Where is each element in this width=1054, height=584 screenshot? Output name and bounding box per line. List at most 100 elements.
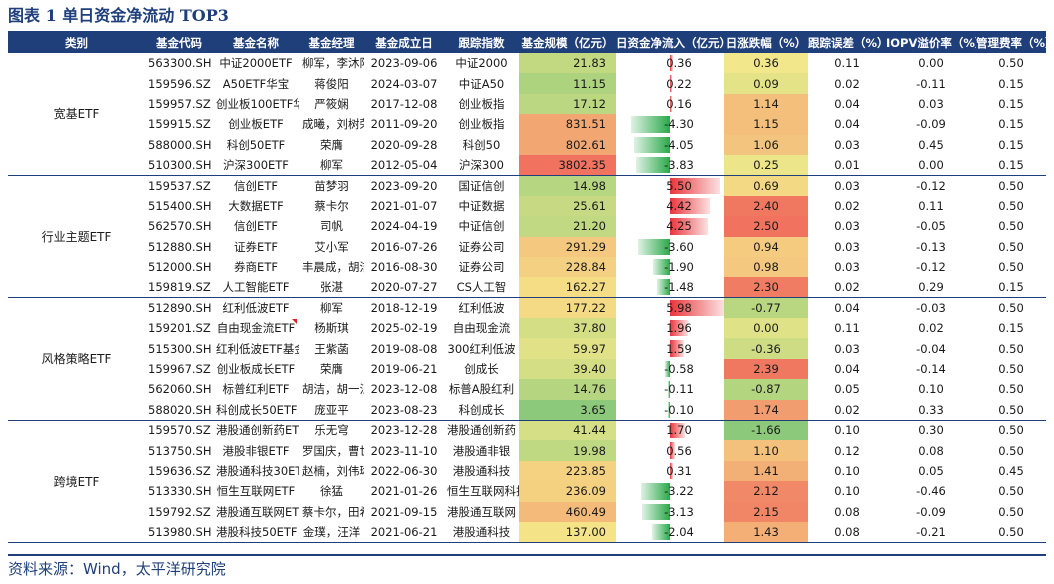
table-row: 风格策略ETF 512890.SH 红利低波ETF 柳军 2018-12-19 红利低波 1… (8, 297, 1046, 421)
column-header: 管理费率（%） (976, 33, 1046, 53)
inception-date-cell: 2024-04-19 (370, 219, 438, 234)
net-inflow-cell: 5.98 (616, 298, 724, 318)
fund-name-cell: 证券ETF (234, 239, 278, 254)
table-row: 行业主题ETF 159537.SZ 信创ETF 苗梦羽 2023-09-20 国证信创 14… (8, 175, 1046, 299)
fund-code-cell: 515300.SH (148, 341, 212, 356)
fund-size-cell: 162.27 (519, 277, 616, 299)
inflow-bar (667, 401, 670, 418)
net-inflow-cell: 0.36 (616, 53, 724, 73)
column-header: 类别 (8, 33, 145, 53)
inception-date-cell: 2021-09-15 (370, 504, 438, 519)
daily-change-cell: 1.15 (724, 114, 808, 135)
fund-code-cell: 588020.SH (145, 399, 213, 421)
inflow-bar (670, 177, 720, 194)
tracking-error-cell: 0.03 (834, 260, 860, 275)
net-inflow-cell: -0.11 (616, 379, 724, 399)
fund-name-cell: 港股科技50ETF (213, 521, 299, 543)
management-fee-cell: 0.50 (998, 239, 1024, 254)
column-header: 基金规模（亿元） (519, 33, 616, 53)
daily-change-cell: 0.09 (724, 73, 808, 94)
inflow-bar (656, 279, 670, 296)
fund-code-cell: 159792.SZ (148, 504, 211, 519)
iopv-premium-cell: 0.30 (918, 423, 944, 438)
fund-code-cell: 512890.SH (148, 301, 212, 316)
daily-change-cell: 1.06 (724, 134, 808, 155)
inflow-bar (664, 360, 670, 378)
management-fee-cell: 0.50 (998, 301, 1024, 316)
net-inflow-cell: -4.30 (616, 114, 724, 134)
column-header: IOPV溢价率（%） (886, 33, 976, 53)
daily-change-cell: 2.50 (724, 216, 808, 237)
daily-change-cell: -1.66 (724, 420, 808, 441)
tracking-error-cell: 0.03 (834, 239, 860, 254)
fund-size-cell: 3.65 (519, 399, 616, 421)
inflow-bar (641, 503, 670, 520)
fund-name-cell: 大数据ETF (228, 198, 284, 213)
manager-cell: 金璞，汪洋 (299, 521, 364, 543)
iopv-premium-cell: -0.14 (916, 362, 946, 377)
inflow-bar (652, 258, 670, 276)
tracking-index-cell: 港股通创新药 (447, 423, 516, 438)
iopv-premium-cell: 0.10 (918, 382, 944, 397)
inflow-bar (670, 75, 673, 92)
table-row: 159636.SZ 港股通科技30ETF赵楠，刘伟琳 2022-06-30 港股通科技… (8, 460, 1046, 482)
daily-change-cell: 1.14 (724, 93, 808, 115)
management-fee-cell: 0.15 (976, 277, 1046, 299)
category-cell: 跨境ETF (8, 420, 145, 543)
bottom-rule (8, 554, 1046, 556)
net-inflow-cell: 5.50 (616, 175, 724, 195)
net-inflow-cell: 0.16 (616, 94, 724, 114)
tracking-index-cell: 港股通科技 (444, 521, 519, 543)
management-fee-cell: 0.45 (998, 464, 1024, 478)
net-inflow-cell: 1.59 (616, 338, 724, 358)
inflow-bar (670, 197, 710, 215)
manager-cell: 庞亚平 (299, 399, 364, 421)
manager-cell: 蒋俊阳 (314, 76, 349, 91)
table-row: 588000.SH 科创50ETF 荣膺 2020-09-28 科创50 802.61 -4… (8, 134, 1046, 155)
fund-size-cell: 41.44 (519, 420, 616, 441)
inflow-value: -4.30 (664, 117, 694, 132)
header-row: 类别 基金代码 基金名称 基金经理 基金成立日 跟踪指数 基金规模（亿元） 日资金净流入（亿元… (8, 33, 1046, 53)
table-row: 513980.SH 港股科技50ETF 金璞，汪洋 2021-06-21 港股通科技 13… (8, 521, 1046, 543)
net-inflow-cell: -0.58 (616, 359, 724, 379)
daily-change-cell: 2.15 (724, 501, 808, 522)
fund-code-cell: 159636.SZ (148, 464, 211, 478)
fund-name-cell: 红利低波ETF基金 (216, 341, 299, 356)
tracking-error-cell: 0.03 (834, 137, 860, 152)
table-row: 562060.SH 标普红利ETF 胡洁，胡一江 2023-12-08 标普A股红利 14… (8, 379, 1046, 400)
table-row: 159596.SZ A50ETF华宝 蒋俊阳 2024-03-07 中证A50 11.15… (8, 73, 1046, 94)
column-header: 跟踪指数 (444, 33, 519, 53)
inflow-value: -3.13 (664, 504, 694, 519)
fund-code-cell: 588000.SH (148, 137, 212, 152)
manager-cell: 丰晨成，胡洁 (302, 260, 364, 275)
iopv-premium-cell: 0.00 (918, 56, 944, 71)
column-header: 基金名称 (213, 33, 299, 53)
inflow-value: -1.48 (664, 280, 694, 295)
inception-date-cell: 2023-09-06 (370, 56, 438, 71)
fund-size-cell: 14.76 (519, 379, 616, 400)
manager-cell: 杨斯琪 (314, 321, 349, 336)
fund-name-cell: 港股通创新药ETF (216, 423, 299, 438)
inflow-value: 5.50 (666, 178, 692, 193)
net-inflow-cell: -0.10 (616, 399, 724, 421)
inflow-value: -4.05 (664, 137, 694, 152)
tracking-error-cell: 0.10 (834, 464, 860, 478)
table-row: 515400.SH 大数据ETF 蔡卡尔 2021-01-07 中证数据 25.61 4.4… (8, 195, 1046, 217)
tracking-error-cell: 0.08 (808, 521, 886, 543)
manager-cell: 胡洁，胡一江 (302, 382, 364, 397)
fund-size-cell: 37.80 (519, 318, 616, 339)
inflow-bar (631, 116, 670, 133)
daily-change-cell: 0.98 (724, 256, 808, 278)
inflow-value: -1.90 (664, 260, 694, 275)
fund-code-cell: 562060.SH (148, 382, 212, 397)
table-row: 跨境ETF 159570.SZ 港股通创新药ETF 乐无穹 2023-12-28 港股通创… (8, 420, 1046, 543)
tracking-index-cell: 恒生互联网科技业 (447, 484, 519, 499)
net-inflow-cell: -1.90 (616, 257, 724, 277)
management-fee-cell: 0.50 (998, 178, 1024, 193)
fund-name-cell: 科创成长50ETF (213, 399, 299, 421)
iopv-premium-cell: 0.05 (918, 464, 944, 478)
inception-date-cell: 2025-02-19 (370, 321, 438, 336)
fund-name-cell: 自由现金流ETF (213, 318, 299, 338)
inflow-value: -3.83 (664, 157, 694, 172)
